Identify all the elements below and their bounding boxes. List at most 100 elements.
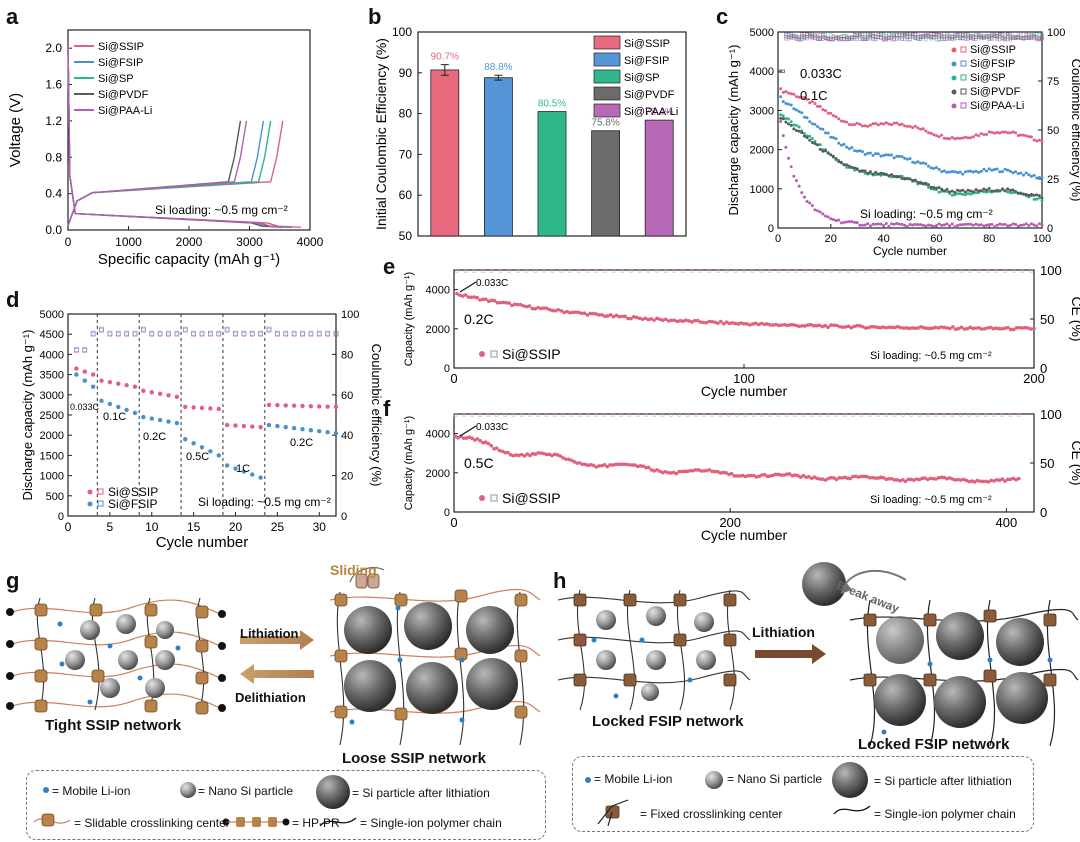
- b-bar-Si@FSIP: [484, 77, 513, 237]
- c-point: [863, 124, 867, 128]
- c-legend-label: Si@FSIP: [970, 58, 1015, 70]
- d-ce-point: [82, 346, 88, 352]
- c-point: [937, 190, 941, 194]
- d-ce-point: [300, 330, 305, 336]
- schematic-h: [557, 562, 1079, 747]
- c-point: [929, 131, 933, 135]
- e-ce-point: [994, 269, 999, 273]
- d-rate-label: 0.1C: [103, 411, 126, 423]
- f-ce-point: [950, 413, 955, 417]
- b-legend-label: Si@SP: [624, 72, 660, 84]
- c-point: [1011, 222, 1015, 226]
- d-point: [183, 404, 188, 410]
- c-point: [779, 116, 783, 120]
- schematic-g: [6, 567, 541, 746]
- f-point: [566, 457, 571, 462]
- d-ytick-label: 1000: [40, 471, 64, 483]
- f-ce-point: [677, 413, 681, 417]
- c-ce-point: [1003, 38, 1007, 42]
- e-point: [574, 310, 578, 314]
- f-point: [785, 472, 789, 476]
- f-point: [903, 479, 908, 484]
- c-point: [1011, 130, 1015, 134]
- d-y2tick-label: 40: [341, 430, 353, 442]
- c-ce-point: [987, 36, 991, 40]
- c-point: [995, 167, 999, 171]
- e-point: [707, 319, 711, 324]
- e-point: [710, 319, 714, 324]
- b-legend-swatch: [593, 52, 621, 67]
- c-point: [950, 193, 954, 197]
- c-point: [858, 122, 862, 126]
- c-point: [1014, 222, 1018, 226]
- f-point: [630, 463, 634, 467]
- c-ytick-label: 0: [768, 223, 774, 235]
- c-ce-point: [934, 38, 939, 42]
- b-bar-Si@PAA-Li: [644, 119, 674, 237]
- c-point: [963, 170, 967, 174]
- c-point: [1011, 191, 1015, 195]
- e-ylabel: Capacity (mAh g⁻¹): [403, 272, 415, 366]
- c-y2tick-label: 25: [1047, 174, 1059, 186]
- d-legend-marker: [97, 500, 104, 507]
- e-ce-point: [533, 269, 537, 273]
- d-point: [183, 437, 188, 442]
- c-point: [784, 101, 788, 105]
- c-point: [911, 223, 915, 227]
- d-ce-point: [82, 348, 88, 353]
- f-ce-point: [627, 413, 632, 417]
- e-point: [924, 326, 929, 330]
- f-point: [889, 476, 894, 481]
- c-point: [860, 169, 864, 173]
- d-point: [166, 393, 171, 398]
- d-ce-point: [216, 331, 222, 337]
- c-ce-point: [781, 69, 785, 73]
- e-point: [745, 322, 749, 326]
- c-point: [855, 221, 859, 225]
- f-point: [508, 453, 513, 457]
- f-point: [671, 470, 676, 475]
- c-point: [929, 185, 933, 189]
- c-ce-point: [1037, 37, 1041, 41]
- f-point: [599, 464, 604, 468]
- locked-fsip-label-left: Locked FSIP network: [592, 713, 744, 730]
- c-ce-point: [818, 33, 822, 37]
- c-point: [924, 181, 928, 185]
- f-point: [964, 478, 969, 483]
- e-point: [994, 326, 999, 331]
- lithiation-arrows: [240, 630, 314, 684]
- c-point: [808, 201, 812, 205]
- c-point: [1019, 133, 1023, 137]
- f-point: [453, 434, 458, 439]
- c-point: [784, 116, 788, 120]
- c-point: [982, 190, 986, 194]
- e-annotation-arrow: [459, 281, 477, 293]
- e-point: [750, 322, 755, 326]
- f-ce-point: [577, 413, 582, 417]
- legend-chain-h: = Single-ion polymer chain: [874, 807, 1016, 821]
- e-point: [884, 325, 888, 330]
- e-point: [968, 325, 972, 330]
- f-ce-point: [975, 413, 980, 417]
- c-point: [1035, 224, 1039, 228]
- c-point: [866, 222, 870, 226]
- c-point: [992, 225, 996, 229]
- nano-si-particles: [65, 614, 175, 698]
- d-point: [317, 404, 322, 409]
- c-point: [860, 124, 864, 128]
- e-point: [579, 311, 584, 316]
- e-point: [814, 323, 819, 328]
- d-ce-point: [275, 330, 280, 336]
- d-ce-point: [325, 331, 330, 337]
- e-point: [547, 307, 552, 312]
- f-point: [569, 458, 574, 463]
- e-point: [951, 325, 955, 329]
- d-point: [233, 466, 238, 471]
- f-point: [729, 471, 734, 476]
- c-point: [969, 222, 973, 226]
- f-ce-point: [495, 413, 499, 417]
- c-point: [808, 120, 812, 124]
- c-point: [908, 223, 912, 227]
- c-ce-point: [926, 34, 931, 38]
- e-ce-point: [507, 269, 511, 273]
